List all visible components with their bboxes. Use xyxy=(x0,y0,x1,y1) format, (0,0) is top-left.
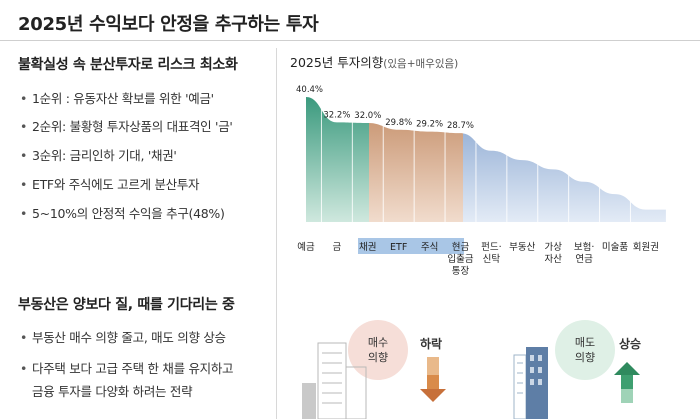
investment-intent-chart: 40.4% 32.2% 32.0% 29.8% 29.2% 28.7% 예금 금 채권 ETF 주… xyxy=(296,85,666,276)
buy-trend-label: 하락 xyxy=(420,337,443,351)
small-building-icon xyxy=(302,383,316,419)
category-label: 보험· 연금 xyxy=(574,242,595,265)
bullet-continuation: 금융 투자를 다양화 하려는 전략 xyxy=(32,384,193,399)
sell-intent-text: 매도 의향 xyxy=(574,336,596,364)
value-label: 29.8% xyxy=(385,118,412,128)
value-label: 32.0% xyxy=(354,111,381,121)
buy-intent-bubble xyxy=(348,320,408,380)
category-label: ETF xyxy=(390,242,407,253)
value-label: 40.4% xyxy=(296,85,323,95)
buy-intent-illustration xyxy=(302,320,446,419)
buy-intent-text: 매수 의향 xyxy=(367,336,389,364)
value-label: 28.7% xyxy=(447,121,474,131)
bullet-item: • 3순위: 금리인하 기대, '채권' xyxy=(20,148,177,163)
category-label: 회원권 xyxy=(633,241,659,253)
chart-title-main: 2025년 투자의향 xyxy=(290,55,384,70)
page-title: 2025년 수익보다 안정을 추구하는 투자 xyxy=(18,14,319,35)
category-label: 예금 xyxy=(297,242,315,253)
bullet-item: • 다주택 보다 고급 주택 한 채를 유지하고 xyxy=(20,361,234,376)
category-label: 가상 자산 xyxy=(544,242,562,265)
building-outline-icon xyxy=(317,342,367,419)
bullet-item: • 5~10%의 안정적 수익을 추구(48%) xyxy=(20,206,225,221)
bullet-dot: • xyxy=(20,148,28,163)
category-label: 미술품 xyxy=(602,242,628,253)
sell-trend-label: 상승 xyxy=(619,337,642,351)
category-label: 현금 입출금 통장 xyxy=(447,242,473,276)
section-heading-diversification: 불확실성 속 분산투자로 리스크 최소화 xyxy=(18,57,238,73)
category-label: 금 xyxy=(333,242,342,253)
bullet-dot: • xyxy=(20,361,28,376)
bullet-dot: • xyxy=(20,91,28,106)
bullet-item: • 부동산 매수 의향 줄고, 매도 의향 상승 xyxy=(20,330,226,345)
category-label: 펀드· 신탁 xyxy=(481,242,502,265)
sell-intent-bubble xyxy=(555,320,615,380)
category-labels: 예금 금 채권 ETF 주식 현금 입출금 통장 펀드· 신탁 부동산 가상 자산 보험· 연금 미술품 회원권 xyxy=(297,241,659,276)
value-label: 32.2% xyxy=(323,110,350,120)
bullet-item: • ETF와 주식에도 고르게 분산투자 xyxy=(20,177,200,192)
bullet-dot: • xyxy=(20,206,28,221)
building-outline-icon xyxy=(513,354,527,419)
segment-separators xyxy=(320,90,631,222)
bullet-dot: • xyxy=(20,177,28,192)
area-segment-others xyxy=(463,133,666,222)
tall-building-icon xyxy=(526,347,548,419)
value-label: 29.2% xyxy=(416,120,443,130)
up-arrow-icon xyxy=(614,362,640,403)
bullet-item: • 1순위 : 유동자산 확보를 위한 '예금' xyxy=(20,91,214,106)
area-segment-gold-to-cash xyxy=(369,123,463,222)
bullet-dot: • xyxy=(20,119,28,134)
column-divider xyxy=(276,48,277,419)
bullet-dot: • xyxy=(20,330,28,345)
title-divider xyxy=(0,40,700,41)
sell-intent-illustration xyxy=(513,320,640,419)
category-label: 부동산 xyxy=(509,242,535,253)
down-arrow-icon xyxy=(420,357,446,402)
chart-title-sub: (있음+매우있음) xyxy=(383,58,459,70)
category-highlight-band xyxy=(358,238,464,254)
section-heading-real-estate: 부동산은 양보다 질, 때를 기다리는 중 xyxy=(18,297,235,313)
category-label: 채권 xyxy=(359,241,376,253)
chart-title: 2025년 투자의향(있음+매우있음) xyxy=(290,52,458,71)
value-labels: 40.4% 32.2% 32.0% 29.8% 29.2% 28.7% xyxy=(296,85,474,131)
category-label: 주식 xyxy=(421,242,438,253)
bullet-item: • 2순위: 불황형 투자상품의 대표격인 '금' xyxy=(20,119,233,134)
